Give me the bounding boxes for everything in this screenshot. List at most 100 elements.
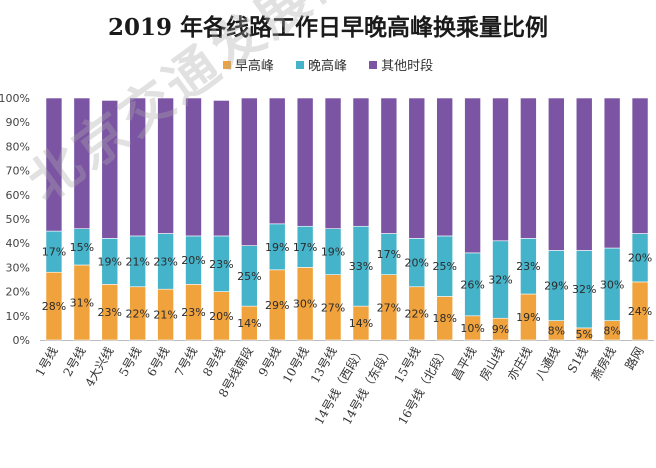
data-label: 21% xyxy=(153,309,177,322)
bar-segment xyxy=(129,97,146,237)
data-label: 30% xyxy=(600,278,624,291)
y-tick-label: 70% xyxy=(6,165,30,178)
legend-swatch-other xyxy=(369,60,378,69)
data-label: 21% xyxy=(125,255,149,268)
data-label: 5% xyxy=(576,328,593,341)
data-label: 20% xyxy=(405,257,429,270)
x-tick-label: 八通线 xyxy=(533,345,563,383)
bar-segment xyxy=(436,97,453,237)
x-tick-label: 燕房线 xyxy=(588,344,619,383)
x-tick-label: 6号线 xyxy=(144,345,172,379)
x-tick-label: 2号线 xyxy=(61,345,89,379)
y-tick-label: 30% xyxy=(6,261,30,274)
data-label: 14% xyxy=(349,317,373,330)
data-label: 17% xyxy=(42,246,66,259)
bar-segment xyxy=(520,97,537,239)
bar-segment xyxy=(408,97,426,239)
data-label: 15% xyxy=(70,241,94,254)
y-tick-label: 60% xyxy=(6,189,30,202)
legend-item-morning: 早高峰 xyxy=(222,55,274,74)
data-label: 20% xyxy=(181,254,205,267)
x-tick-label: 8号线 xyxy=(200,345,228,379)
bar-segment xyxy=(575,97,593,251)
data-label: 17% xyxy=(293,241,317,254)
bar-segment xyxy=(213,100,230,237)
data-label: 23% xyxy=(209,258,233,271)
x-tick-label: 昌平线 xyxy=(449,345,479,383)
data-label: 19% xyxy=(516,311,540,324)
bar-segment xyxy=(492,97,509,242)
y-tick-label: 80% xyxy=(6,140,30,153)
legend-item-evening: 晚高峰 xyxy=(295,55,347,74)
data-label: 33% xyxy=(349,260,373,273)
y-tick-label: 40% xyxy=(6,237,30,250)
bar-segment xyxy=(464,97,481,254)
data-label: 29% xyxy=(265,299,289,312)
data-label: 9% xyxy=(492,323,509,336)
data-label: 22% xyxy=(125,307,149,320)
data-label: 22% xyxy=(405,307,429,320)
data-label: 23% xyxy=(181,306,205,319)
y-tick-label: 90% xyxy=(6,116,30,129)
data-label: 20% xyxy=(628,252,652,265)
chart-title: 2019 年各线路工作日早晚高峰换乘量比例 xyxy=(107,14,549,41)
legend-label-morning: 早高峰 xyxy=(234,59,274,74)
data-label: 23% xyxy=(153,255,177,268)
y-tick-label: 20% xyxy=(6,286,30,299)
bar-segment xyxy=(324,97,342,229)
legend-label-evening: 晚高峰 xyxy=(307,59,347,74)
data-label: 29% xyxy=(544,280,568,293)
bar-segment xyxy=(631,97,649,234)
legend-swatch-morning xyxy=(222,60,231,69)
data-label: 20% xyxy=(209,310,233,323)
data-label: 27% xyxy=(377,301,401,314)
y-tick-label: 10% xyxy=(6,310,30,323)
data-label: 32% xyxy=(572,283,596,296)
data-label: 17% xyxy=(377,248,401,261)
x-tick-label: 9号线 xyxy=(256,345,284,379)
data-label: 32% xyxy=(488,274,512,287)
data-label: 23% xyxy=(98,306,122,319)
legend-label-other: 其他时段 xyxy=(381,59,434,74)
legend-swatch-evening xyxy=(295,60,304,69)
data-label: 19% xyxy=(265,241,289,254)
bar-segment xyxy=(241,97,258,246)
bar-segment xyxy=(352,97,370,227)
bar-segment xyxy=(380,97,398,234)
legend-item-other: 其他时段 xyxy=(369,55,433,74)
data-label: 8% xyxy=(603,324,620,337)
data-label: 30% xyxy=(293,298,317,311)
x-tick-label: 10号线 xyxy=(280,345,312,386)
data-label: 19% xyxy=(321,246,345,259)
data-label: 25% xyxy=(432,260,456,273)
y-tick-label: 100% xyxy=(0,92,30,105)
bar-segment xyxy=(45,97,63,232)
data-label: 14% xyxy=(237,317,261,330)
bar-segment xyxy=(603,97,621,249)
data-label: 28% xyxy=(42,300,66,313)
x-tick-label: 路网 xyxy=(622,344,647,372)
x-tick-label: 亦庄线 xyxy=(504,344,535,383)
data-label: 19% xyxy=(98,255,122,268)
data-label: 25% xyxy=(237,270,261,283)
data-label: 31% xyxy=(70,296,94,309)
x-tick-label: 5号线 xyxy=(116,345,144,379)
bar-segment xyxy=(548,97,565,251)
y-tick-label: 0% xyxy=(13,334,30,347)
data-label: 27% xyxy=(321,301,345,314)
x-tick-label: 1号线 xyxy=(33,345,61,379)
y-tick-label: 50% xyxy=(6,213,30,226)
bar-segment xyxy=(101,100,119,239)
legend: 早高峰 晚高峰 其他时段 xyxy=(0,55,656,74)
bar-segment xyxy=(296,97,314,227)
data-label: 8% xyxy=(548,324,565,337)
x-tick-label: 房山线 xyxy=(476,344,507,383)
data-label: 18% xyxy=(432,312,456,325)
bar-segment xyxy=(268,97,286,225)
data-label: 24% xyxy=(628,305,652,318)
bar-segment xyxy=(185,97,202,237)
data-label: 23% xyxy=(516,260,540,273)
x-tick-label: S1线 xyxy=(565,345,591,376)
bar-segment xyxy=(157,97,174,234)
data-label: 26% xyxy=(460,278,484,291)
